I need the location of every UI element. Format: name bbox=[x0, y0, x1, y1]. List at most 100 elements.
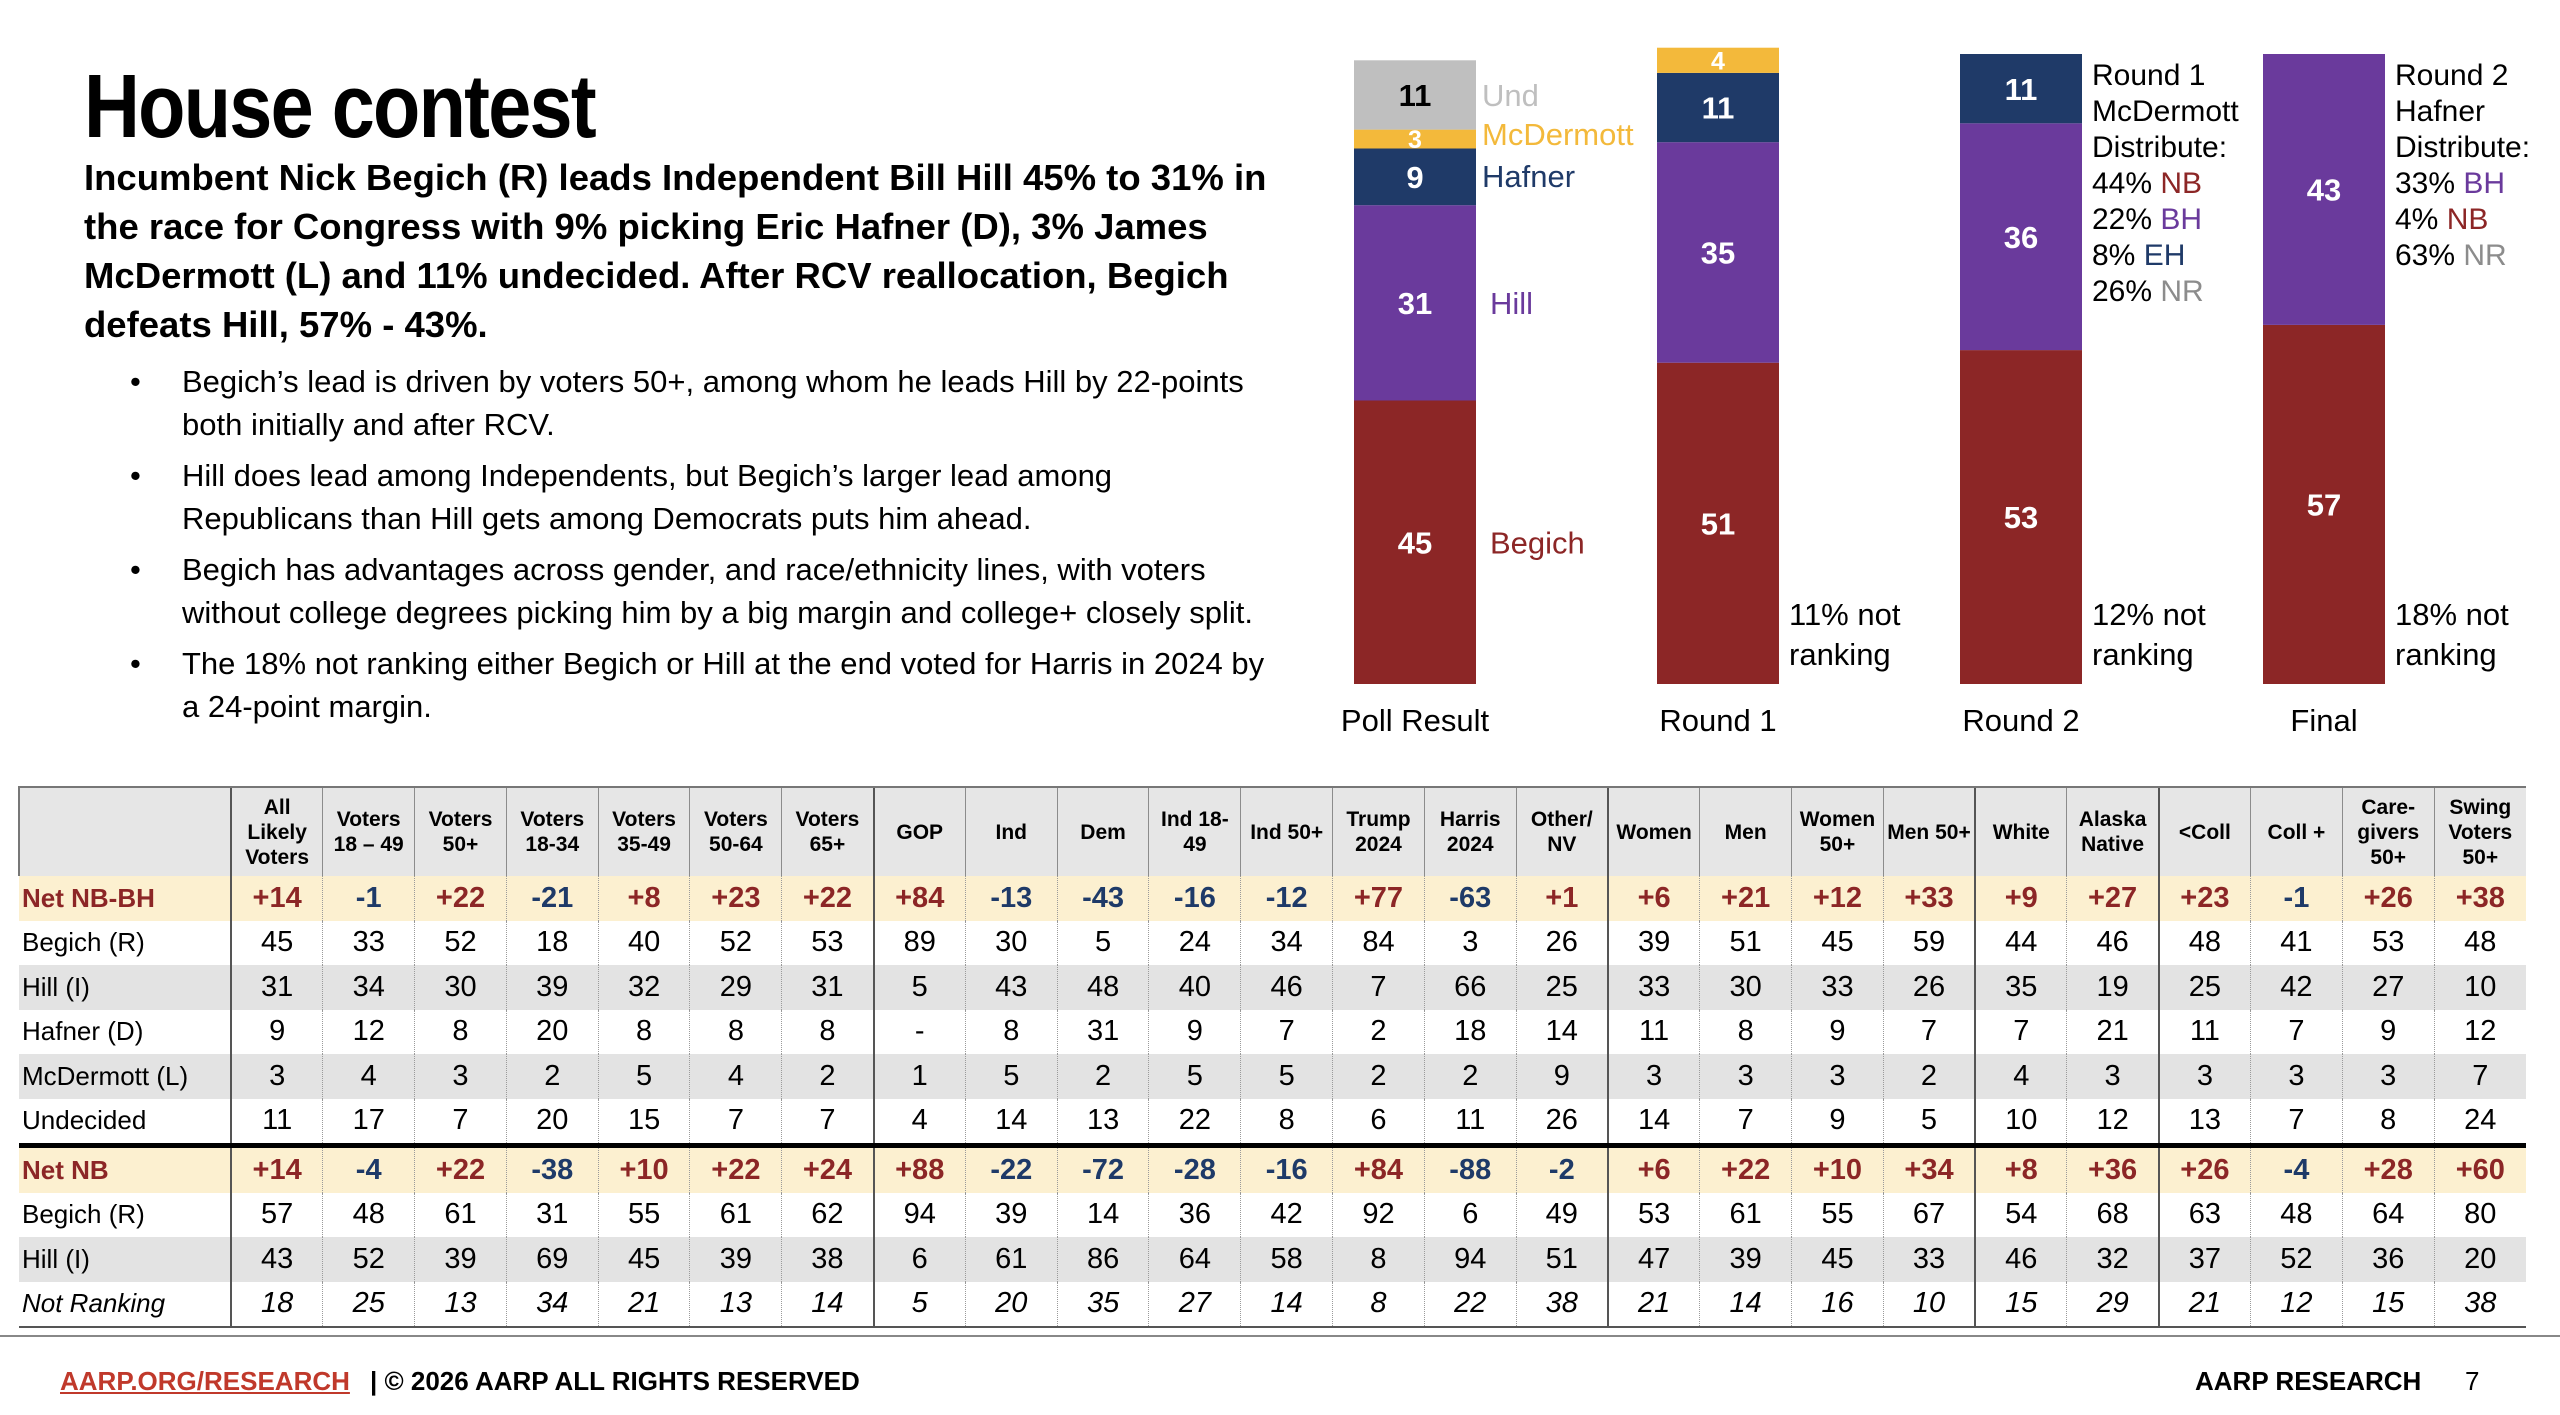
table-cell: 46 bbox=[1240, 965, 1333, 1010]
table-cell: 5 bbox=[872, 965, 966, 1010]
bar-segment-hill bbox=[1657, 142, 1779, 363]
table-cell: 7 bbox=[1882, 1009, 1976, 1054]
table-cell: +24 bbox=[781, 1143, 874, 1193]
table-cell: 32 bbox=[597, 965, 690, 1010]
table-cell: 53 bbox=[1606, 1192, 1700, 1237]
not-ranking-label: ranking bbox=[2092, 637, 2194, 672]
table-cell: +60 bbox=[2433, 1143, 2526, 1193]
table-cell: 30 bbox=[414, 965, 507, 1010]
table-row: Net NB-BH +14 -1 +22 -21 +8 +23 +22 +84 -13 -43 -16… bbox=[19, 876, 2526, 921]
table-cell: 52 bbox=[414, 920, 507, 965]
table-cell: 5 bbox=[1148, 1054, 1241, 1099]
page-number: 7 bbox=[2465, 1366, 2480, 1396]
table-cell: 94 bbox=[1423, 1237, 1517, 1282]
table-cell: 32 bbox=[2066, 1237, 2159, 1282]
bullet-item: Begich’s lead is driven by voters 50+, a… bbox=[130, 360, 1280, 446]
table-cell: 29 bbox=[2066, 1281, 2159, 1328]
table-cell: 3 bbox=[1699, 1054, 1792, 1099]
row-label: McDermott (L) bbox=[19, 1054, 231, 1099]
distribution-note: Round 1 bbox=[2092, 59, 2205, 92]
table-cell: -1 bbox=[2250, 876, 2343, 921]
table-cell: -28 bbox=[1148, 1143, 1241, 1193]
table-cell: 26 bbox=[1515, 1098, 1608, 1146]
table-row: Begich (R) 45 33 52 18 40 52 53 89 30 5 24 34 84 3 26 39… bbox=[19, 920, 2526, 965]
table-cell: 9 bbox=[1791, 1098, 1884, 1146]
table-cell: 2 bbox=[1056, 1054, 1149, 1099]
table-cell: 3 bbox=[2250, 1054, 2343, 1099]
table-row: Begich (R) 57 48 61 31 55 61 62 94 39 14 36 42 92 6 49 5… bbox=[19, 1192, 2526, 1237]
table-cell: 22 bbox=[1423, 1281, 1517, 1328]
research-link[interactable]: AARP.ORG/RESEARCH bbox=[60, 1366, 350, 1396]
table-cell: -88 bbox=[1423, 1143, 1517, 1193]
table-cell: 9 bbox=[1791, 1009, 1884, 1054]
table-cell: 33 bbox=[1606, 965, 1700, 1010]
table-cell: 2 bbox=[1332, 1009, 1425, 1054]
table-cell: 58 bbox=[1240, 1237, 1333, 1282]
table-cell: -16 bbox=[1148, 876, 1241, 921]
table-cell: 5 bbox=[964, 1054, 1058, 1099]
table-cell: +88 bbox=[872, 1143, 966, 1193]
bar-value-label: 57 bbox=[2307, 488, 2341, 523]
table-cell: 6 bbox=[1423, 1192, 1517, 1237]
table-cell: 2 bbox=[505, 1054, 599, 1099]
page-subtitle: Incumbent Nick Begich (R) leads Independ… bbox=[84, 157, 1267, 345]
category-label: Round 1 bbox=[1659, 703, 1776, 738]
bar-value-label: 11 bbox=[1399, 78, 1432, 113]
table-cell: 55 bbox=[597, 1192, 690, 1237]
bar-segment-hill bbox=[1354, 205, 1476, 401]
table-cell: 3 bbox=[1791, 1054, 1884, 1099]
table-cell: 25 bbox=[322, 1281, 415, 1328]
table-cell: 5 bbox=[1056, 920, 1149, 965]
table-cell: 52 bbox=[2250, 1237, 2343, 1282]
table-cell: 63 bbox=[2157, 1192, 2251, 1237]
column-header: Ind 50+ bbox=[1240, 786, 1333, 876]
table-cell: 31 bbox=[230, 965, 323, 1010]
column-header: Men bbox=[1699, 786, 1792, 876]
table-cell: 53 bbox=[2341, 920, 2435, 965]
table-cell: +36 bbox=[2066, 1143, 2159, 1193]
table-cell: +34 bbox=[1882, 1143, 1976, 1193]
column-header: Women bbox=[1606, 786, 1700, 876]
table-cell: 61 bbox=[964, 1237, 1058, 1282]
footer-brand: AARP RESEARCH bbox=[2195, 1366, 2422, 1396]
table-cell: 21 bbox=[1606, 1281, 1700, 1328]
legend-label-mcdermott: McDermott bbox=[1482, 117, 1634, 152]
table-cell: +6 bbox=[1606, 1143, 1700, 1193]
table-cell: 27 bbox=[1148, 1281, 1241, 1328]
row-label: Hill (I) bbox=[19, 965, 231, 1010]
table-cell: 14 bbox=[1515, 1009, 1608, 1054]
table-cell: 3 bbox=[2157, 1054, 2251, 1099]
table-cell: 18 bbox=[230, 1281, 323, 1328]
table-cell: -63 bbox=[1423, 876, 1517, 921]
table-cell: 8 bbox=[414, 1009, 507, 1054]
table-cell: +84 bbox=[872, 876, 966, 921]
distribution-note: Distribute: bbox=[2395, 131, 2530, 164]
column-header: Ind 18-49 bbox=[1148, 786, 1241, 876]
table-cell: 67 bbox=[1882, 1192, 1976, 1237]
table-cell: 15 bbox=[1974, 1281, 2067, 1328]
copyright-text: | © 2026 AARP ALL RIGHTS RESERVED bbox=[370, 1366, 860, 1396]
table-cell: 19 bbox=[2066, 965, 2159, 1010]
category-label: Poll Result bbox=[1341, 703, 1490, 738]
table-cell: +26 bbox=[2341, 876, 2435, 921]
table-cell: 39 bbox=[505, 965, 599, 1010]
table-cell: 64 bbox=[2341, 1192, 2435, 1237]
column-header: Voters 65+ bbox=[781, 786, 874, 876]
bar-value-label: 35 bbox=[1701, 236, 1735, 271]
table-cell: 14 bbox=[1056, 1192, 1149, 1237]
column-header: Voters 18-34 bbox=[505, 786, 599, 876]
category-label: Round 2 bbox=[1962, 703, 2079, 738]
bullet-item: The 18% not ranking either Begich or Hil… bbox=[130, 642, 1280, 728]
not-ranking-label: ranking bbox=[1789, 637, 1891, 672]
table-cell: 34 bbox=[322, 965, 415, 1010]
table-cell: 7 bbox=[781, 1098, 874, 1146]
not-ranking-label: 18% not bbox=[2395, 597, 2509, 632]
distribution-note: 33% BH bbox=[2395, 167, 2505, 200]
not-ranking-label: 12% not bbox=[2092, 597, 2206, 632]
table-cell: 31 bbox=[781, 965, 874, 1010]
table-row: Hafner (D) 9 12 8 20 8 8 8-8 31 9 7 2 18 14 11 8 9 7 7 21 11… bbox=[19, 1009, 2526, 1054]
table-cell: +22 bbox=[781, 876, 874, 921]
table-cell: 48 bbox=[2157, 920, 2251, 965]
not-ranking-label: 11% not bbox=[1789, 597, 1901, 632]
table-cell: 34 bbox=[505, 1281, 599, 1328]
